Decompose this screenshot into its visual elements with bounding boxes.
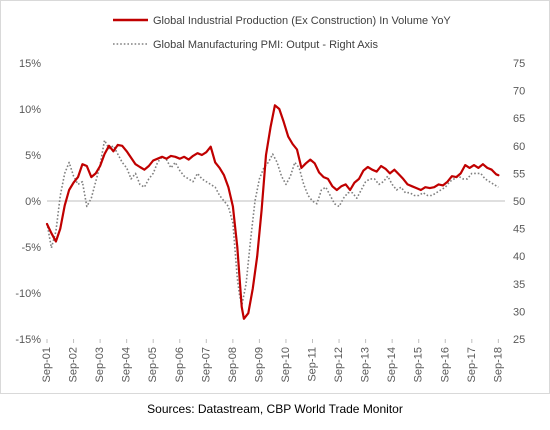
x-axis-tick-label: Sep-10 xyxy=(280,347,292,382)
right-axis-tick-label: 40 xyxy=(513,251,525,263)
x-axis-tick-label: Sep-04 xyxy=(121,347,133,382)
right-axis-tick-label: 50 xyxy=(513,196,525,208)
legend: Global Industrial Production (Ex Constru… xyxy=(113,15,451,51)
left-axis-ticks: -15% -10% -5% 0% 5% 10% 15% xyxy=(15,58,41,346)
x-axis-ticks: Sep-01 Sep-02 Sep-03 Sep-04 Sep-05 Sep-06 Sep-… xyxy=(41,339,504,382)
left-axis-tick-label: 0% xyxy=(25,196,41,208)
left-axis-tick-label: -15% xyxy=(15,334,41,346)
right-axis-tick-label: 60 xyxy=(513,141,525,153)
source-note: Sources: Datastream, CBP World Trade Mon… xyxy=(147,402,403,416)
x-axis-tick-label: Sep-11 xyxy=(307,347,319,382)
right-axis-tick-label: 70 xyxy=(513,86,525,98)
industrial-production-series-line xyxy=(45,104,500,320)
legend-label: Global Manufacturing PMI: Output - Right… xyxy=(153,39,378,51)
x-axis-tick-label: Sep-15 xyxy=(413,347,425,382)
x-axis-tick-label: Sep-12 xyxy=(333,347,345,382)
x-axis-tick-label: Sep-17 xyxy=(466,347,478,382)
x-axis-tick-label: Sep-02 xyxy=(68,347,80,382)
x-axis-tick-label: Sep-08 xyxy=(227,347,239,382)
right-axis-tick-label: 30 xyxy=(513,306,525,318)
chart-frame: Global Industrial Production (Ex Constru… xyxy=(0,0,550,394)
x-axis-tick-label: Sep-05 xyxy=(147,347,159,382)
left-axis-tick-label: 15% xyxy=(19,58,41,70)
x-axis-tick-label: Sep-07 xyxy=(200,347,212,382)
series-group xyxy=(45,104,500,320)
right-axis-tick-label: 65 xyxy=(513,113,525,125)
left-axis-tick-label: 10% xyxy=(19,104,41,116)
x-axis-tick-label: Sep-03 xyxy=(94,347,106,382)
right-axis-tick-label: 25 xyxy=(513,334,525,346)
x-axis-tick-label: Sep-16 xyxy=(439,347,451,382)
right-axis-tick-label: 35 xyxy=(513,279,525,291)
x-axis-tick-label: Sep-13 xyxy=(360,347,372,382)
x-axis-tick-label: Sep-06 xyxy=(174,347,186,382)
legend-label: Global Industrial Production (Ex Constru… xyxy=(153,15,451,27)
right-axis-ticks: 25 30 35 40 45 50 55 60 65 70 75 xyxy=(513,58,525,346)
right-axis-tick-label: 55 xyxy=(513,168,525,180)
chart-svg: Global Industrial Production (Ex Constru… xyxy=(15,15,525,382)
left-axis-tick-label: -5% xyxy=(21,242,41,254)
x-axis-tick-label: Sep-14 xyxy=(386,347,398,382)
x-axis-tick-label: Sep-01 xyxy=(41,347,53,382)
pmi-output-series-line xyxy=(46,139,499,307)
right-axis-tick-label: 75 xyxy=(513,58,525,70)
x-axis-tick-label: Sep-18 xyxy=(492,347,504,382)
x-axis-tick-label: Sep-09 xyxy=(253,347,265,382)
left-axis-tick-label: -10% xyxy=(15,288,41,300)
left-axis-tick-label: 5% xyxy=(25,150,41,162)
right-axis-tick-label: 45 xyxy=(513,224,525,236)
